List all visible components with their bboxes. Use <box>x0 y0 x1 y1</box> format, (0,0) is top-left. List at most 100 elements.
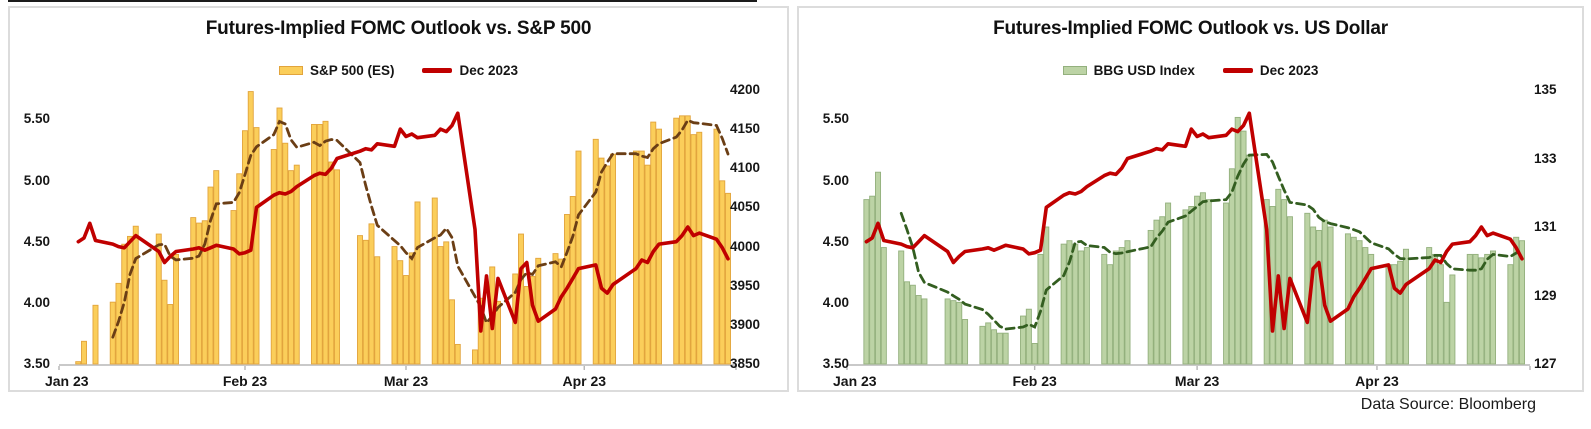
right-axis-tick-label: 127 <box>1534 356 1557 371</box>
bar <box>944 298 951 365</box>
legend-item: BBG USD Index <box>1062 63 1195 78</box>
bar <box>1147 229 1154 365</box>
x-axis-tick-label: Apr 23 <box>1355 373 1399 389</box>
bar <box>575 150 582 365</box>
bar <box>173 253 179 365</box>
bar <box>132 225 139 365</box>
right-axis-tick-label: 133 <box>1534 150 1557 166</box>
bar <box>523 286 530 365</box>
bar <box>713 128 720 365</box>
bar <box>1443 301 1450 365</box>
bar <box>956 301 963 365</box>
bar <box>921 298 928 365</box>
left-axis-tick-label: 4.00 <box>23 294 50 310</box>
bar <box>230 210 237 365</box>
bar <box>1101 253 1108 365</box>
bar <box>1315 229 1322 365</box>
left-axis-tick-label: 3.50 <box>23 356 50 371</box>
legend-usd: BBG USD Index Dec 2023 <box>799 61 1582 79</box>
bar <box>1304 212 1311 365</box>
left-axis-tick-label: 3.50 <box>822 356 849 371</box>
bar <box>1228 168 1235 365</box>
chart-title-usd: Futures-Implied FOMC Outlook vs. US Doll… <box>993 18 1388 39</box>
bar <box>1031 343 1038 365</box>
bar <box>696 131 703 365</box>
right-axis-tick-label: 4050 <box>730 199 761 215</box>
bar <box>1234 116 1241 365</box>
bar <box>1344 233 1351 365</box>
right-axis-tick-label: 131 <box>1534 219 1557 234</box>
bar <box>92 304 99 365</box>
bar <box>880 247 887 365</box>
legend-bar-swatch-icon <box>1062 65 1087 75</box>
bar <box>328 161 335 365</box>
bar <box>1356 240 1363 365</box>
bar <box>1466 253 1473 365</box>
bar <box>909 284 916 365</box>
bar <box>1165 202 1172 365</box>
bar <box>1484 253 1491 365</box>
right-axis-tick-label: 3900 <box>730 316 761 332</box>
chart-card-sp500: Futures-Implied FOMC Outlook vs. S&P 500… <box>8 6 789 392</box>
left-axis-tick-label: 5.00 <box>822 172 849 188</box>
legend-item: S&P 500 (ES) <box>278 63 394 78</box>
bar <box>1199 192 1206 365</box>
right-axis-tick-label: 4000 <box>730 238 761 254</box>
bar <box>408 252 415 365</box>
bar <box>1507 264 1514 365</box>
bar <box>604 165 611 365</box>
bar <box>1002 332 1009 365</box>
left-axis-tick-label: 5.00 <box>23 172 50 188</box>
bar <box>1223 202 1230 365</box>
plot-area <box>58 91 737 370</box>
bar <box>650 121 657 365</box>
bar <box>196 222 202 365</box>
bar <box>190 217 197 365</box>
bar <box>1426 247 1433 365</box>
bar <box>1281 199 1288 365</box>
x-axis-tick-label: Apr 23 <box>562 373 607 389</box>
bar <box>1188 205 1195 365</box>
bar <box>362 239 369 365</box>
bar <box>242 130 248 365</box>
legend-sp500: S&P 500 (ES) Dec 2023 <box>10 61 787 79</box>
bar <box>1518 240 1526 365</box>
bar <box>725 192 731 365</box>
bar <box>127 235 133 365</box>
bar <box>155 233 162 365</box>
bar <box>1107 264 1114 365</box>
bar <box>991 329 998 365</box>
bar <box>904 281 911 365</box>
bar <box>898 250 905 365</box>
bar <box>644 164 651 365</box>
bar <box>443 241 450 365</box>
data-source-label: Data Source: Bloomberg <box>1360 396 1536 413</box>
bar <box>1060 243 1067 365</box>
legend-item: Dec 2023 <box>422 63 518 78</box>
bar <box>719 180 726 365</box>
right-axis-tick-label: 129 <box>1534 287 1557 303</box>
bar <box>1385 264 1392 365</box>
bar <box>374 256 381 365</box>
bar <box>633 150 639 365</box>
x-axis-tick-label: Jan 23 <box>833 373 877 389</box>
bar <box>915 295 922 365</box>
bar <box>334 169 340 365</box>
x-axis-tick-label: Jan 23 <box>44 373 89 389</box>
bar <box>690 134 697 365</box>
bar <box>368 223 375 365</box>
dec-2023-line <box>76 111 730 333</box>
bar <box>437 246 444 365</box>
bar <box>558 258 565 365</box>
legend-item: Dec 2023 <box>1222 62 1319 78</box>
bar <box>431 197 438 365</box>
bar <box>1431 253 1438 365</box>
bar <box>483 320 490 365</box>
bar <box>1449 274 1456 365</box>
legend-label: Dec 2023 <box>1259 62 1319 78</box>
bar <box>81 340 87 365</box>
bar <box>397 260 404 365</box>
x-axis-tick-label: Feb 23 <box>222 373 268 389</box>
bar <box>962 319 969 365</box>
bar <box>1362 247 1369 365</box>
